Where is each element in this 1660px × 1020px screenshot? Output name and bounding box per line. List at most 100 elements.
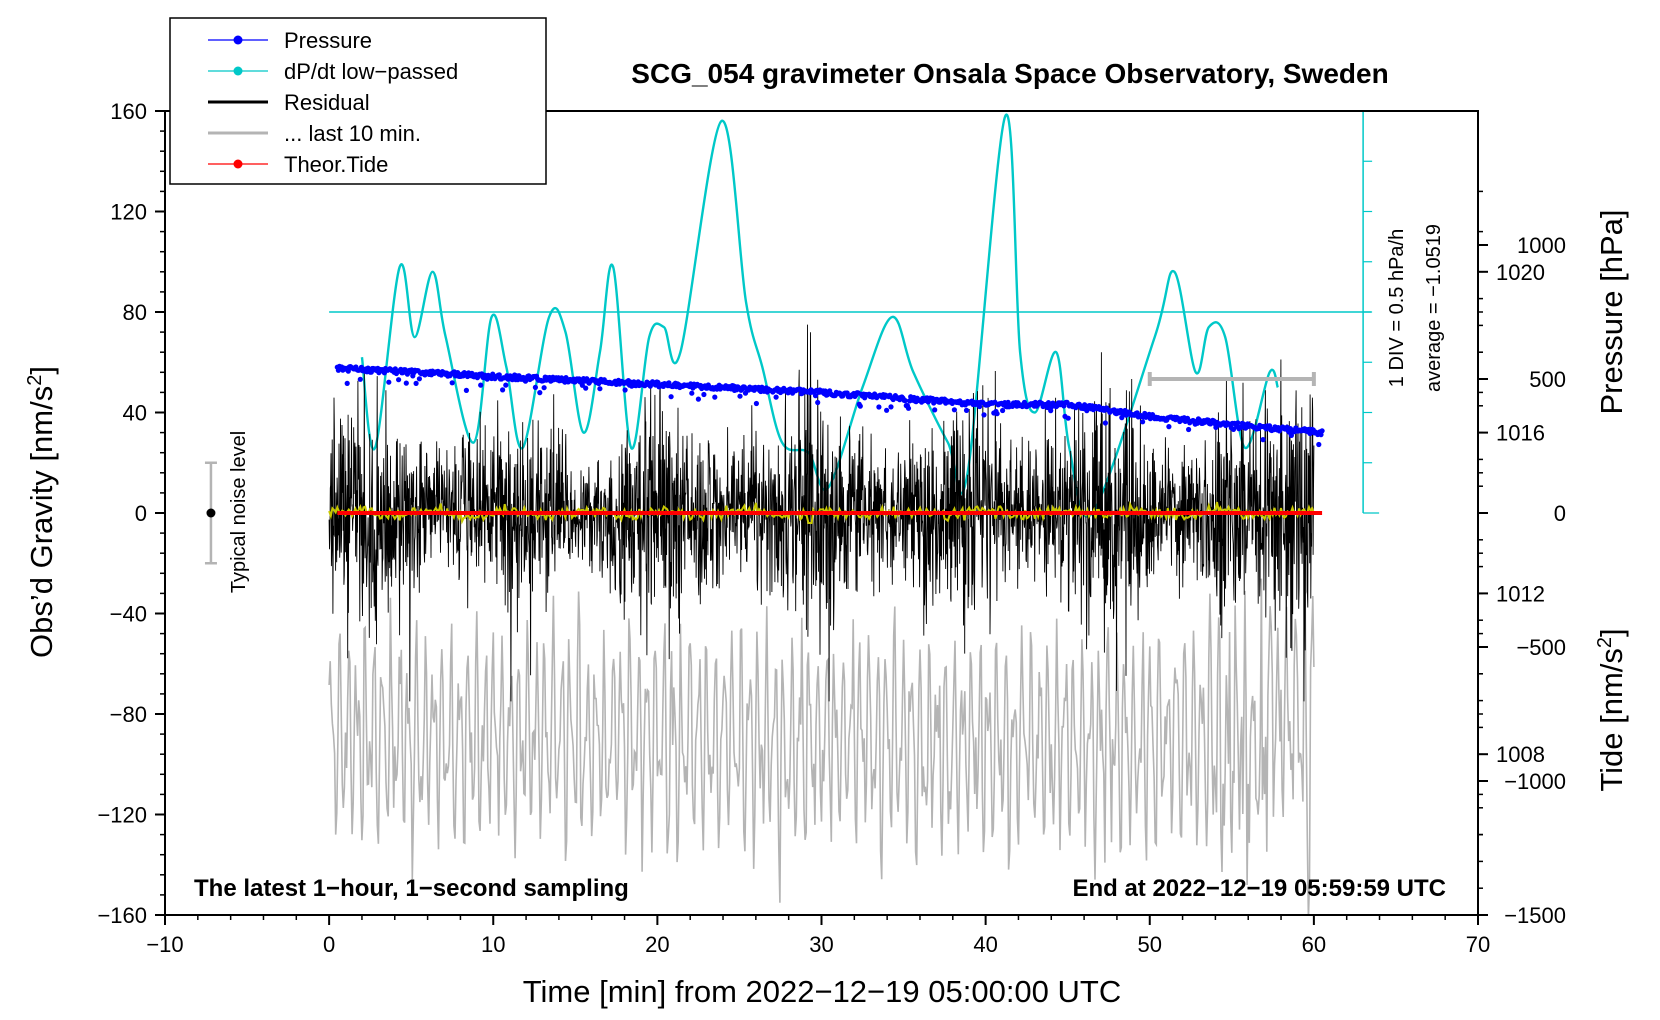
pressure-point (537, 390, 543, 396)
pressure-point (977, 403, 983, 410)
pressure-point (413, 380, 419, 386)
pressure-point (532, 384, 539, 390)
pressure-point (597, 386, 603, 392)
pressure-point (689, 390, 695, 396)
pressure-point (888, 404, 894, 410)
axes-layer: −10 0 10 20 30 40 50 60 70−160−120−80−4004080120… (97, 99, 1566, 957)
pressure-point (932, 407, 938, 413)
chart-title: SCG_054 gravimeter Onsala Space Observat… (631, 58, 1388, 89)
pressure-tick-label: 1020 (1496, 260, 1545, 285)
x-axis-title: Time [min] from 2022−12−19 05:00:00 UTC (523, 974, 1122, 1009)
x-tick-label: 0 (323, 932, 335, 957)
pressure-point (737, 393, 743, 399)
pressure-point (981, 412, 987, 418)
pressure-point (1166, 424, 1172, 430)
pressure-point (541, 385, 547, 391)
y-tick-label: 40 (123, 401, 147, 426)
pressure-point (449, 380, 455, 386)
y-tick-label: 120 (110, 200, 147, 225)
x-tick-label: 50 (1138, 932, 1162, 957)
pressure-point (357, 376, 363, 382)
pressure-point (1118, 407, 1124, 414)
pressure-point (386, 379, 392, 385)
legend-label: ... last 10 min. (284, 121, 421, 146)
dpdt-scale-label: 1 DIV = 0.5 hPa/h (1386, 229, 1408, 387)
pressure-point (403, 380, 409, 386)
legend-marker (233, 159, 243, 169)
legend-marker (233, 66, 243, 76)
legend-label: Pressure (284, 28, 372, 53)
tide-tick-label: −1000 (1504, 769, 1566, 794)
legend-label: Theor.Tide (284, 152, 388, 177)
pressure-point (905, 405, 912, 411)
noise-level-label: Typical noise level (228, 431, 250, 593)
pressure-point (1260, 437, 1266, 443)
x-tick-label: 60 (1302, 932, 1326, 957)
pressure-point (1048, 408, 1054, 414)
pressure-point (1186, 426, 1192, 433)
pressure-tick-label: 1008 (1496, 742, 1545, 767)
y-tick-label: −40 (110, 602, 147, 627)
legend-marker (233, 35, 243, 45)
pressure-point (695, 396, 702, 402)
legend-label: dP/dt low−passed (284, 59, 458, 84)
pressure-point (951, 407, 958, 413)
x-tick-label: 10 (481, 932, 505, 957)
pressure-point (655, 379, 661, 385)
pressure-point (994, 411, 1000, 417)
pressure-point (1213, 424, 1219, 430)
x-tick-label: 30 (809, 932, 833, 957)
y-tick-label: −120 (97, 803, 147, 828)
pressure-point (701, 391, 707, 398)
annotation-bottom-left: The latest 1−hour, 1−second sampling (194, 875, 629, 902)
x-tick-label: 20 (645, 932, 669, 957)
x-tick-label: 40 (973, 932, 997, 957)
y-axis-title-pressure: Pressure [hPa] (1594, 209, 1629, 414)
pressure-point (1184, 415, 1191, 421)
pressure-point (500, 387, 506, 393)
pressure-point (1140, 419, 1146, 425)
pressure-point (1102, 420, 1108, 426)
y-tick-label: 160 (110, 99, 147, 124)
tide-tick-label: 1000 (1517, 233, 1566, 258)
pressure-point (1319, 428, 1325, 434)
tide-tick-label: −1500 (1504, 903, 1566, 928)
legend-label: Residual (284, 90, 370, 115)
y-axis-title-tide: Tide [nm/s2] (1594, 628, 1629, 791)
pressure-point (1267, 423, 1273, 429)
pressure-point (478, 382, 484, 388)
y-axis-title-left: Obs’d Gravity [nm/s2] (24, 366, 59, 658)
y-tick-label: −160 (97, 903, 147, 928)
pressure-point (496, 372, 502, 378)
pressure-point (812, 393, 819, 399)
pressure-tick-label: 1016 (1496, 421, 1545, 446)
pressure-point (1065, 415, 1071, 421)
tide-tick-label: 0 (1554, 501, 1566, 526)
pressure-point (884, 407, 890, 413)
pressure-dots (334, 363, 1325, 448)
pressure-point (1235, 420, 1241, 426)
pressure-point (876, 404, 882, 410)
last-10-min-line (328, 578, 1315, 915)
tide-tick-label: −500 (1516, 635, 1566, 660)
pressure-point (753, 400, 760, 407)
pressure-point (857, 403, 863, 409)
pressure-point (345, 368, 351, 374)
legend-box (169, 17, 547, 185)
pressure-point (902, 398, 908, 404)
noise-bar-center-dot (206, 508, 216, 518)
series-layer (204, 110, 1380, 915)
y-tick-label: 0 (135, 501, 147, 526)
pressure-point (396, 377, 402, 383)
tide-tick-label: 500 (1529, 367, 1566, 392)
pressure-point (712, 394, 718, 400)
pressure-point (463, 387, 469, 393)
pressure-point (622, 387, 628, 393)
y-tick-label: −80 (110, 702, 147, 727)
annotation-bottom-right: End at 2022−12−19 05:59:59 UTC (1072, 875, 1446, 902)
pressure-point (503, 382, 509, 388)
legend: Pressure dP/dt low−passed Residual ... last… (169, 17, 547, 185)
pressure-point (1000, 407, 1006, 414)
pressure-tick-label: 1012 (1496, 581, 1545, 606)
